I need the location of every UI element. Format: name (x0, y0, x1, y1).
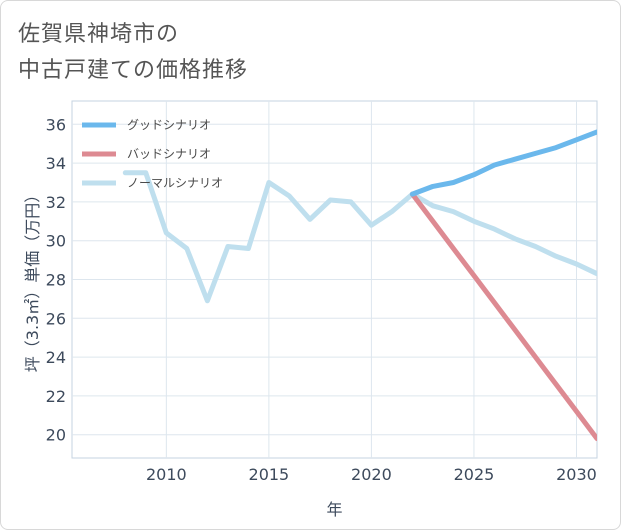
y-tick-label-28: 28 (46, 271, 66, 290)
series-line-1 (409, 191, 597, 442)
page-title-line-1: 佐賀県神埼市の (18, 22, 180, 47)
y-tick-label-34: 34 (46, 154, 66, 173)
series-layer (122, 129, 597, 442)
y-tick-label-20: 20 (46, 426, 66, 445)
legend-label-2: ノーマルシナリオ (127, 176, 223, 190)
y-tick-label-22: 22 (46, 387, 66, 406)
tick-labels: 2010 2015 2020 2025 2030 20 22 24 26 28 30 32 34 36 (46, 115, 597, 484)
legend-label-1: バッドシナリオ (127, 147, 211, 161)
x-tick-label-2015: 2015 (249, 465, 290, 484)
x-tick-label-2030: 2030 (556, 465, 597, 484)
page-title-line-2: 中古戸建ての価格推移 (18, 58, 249, 83)
x-axis-title: 年 (326, 500, 342, 519)
series-line-0 (409, 129, 597, 197)
y-axis-title: 坪（3.3㎡）単価（万円） (23, 187, 42, 372)
legend-label-0: グッドシナリオ (127, 118, 211, 132)
x-tick-label-2020: 2020 (351, 465, 392, 484)
y-tick-label-32: 32 (46, 193, 66, 212)
y-tick-label-24: 24 (46, 348, 66, 367)
x-tick-label-2010: 2010 (146, 465, 187, 484)
series-line-2 (122, 170, 597, 304)
y-tick-label-36: 36 (46, 115, 66, 134)
y-tick-label-30: 30 (46, 232, 66, 251)
x-tick-label-2025: 2025 (454, 465, 495, 484)
y-tick-label-26: 26 (46, 309, 66, 328)
